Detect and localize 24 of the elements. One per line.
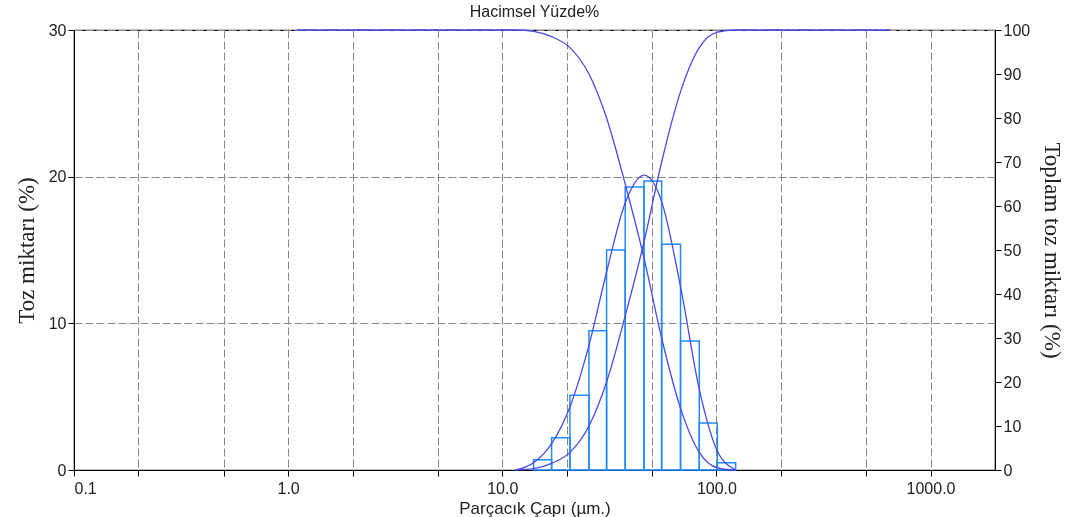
y2-tick-label: 0 [1003, 461, 1013, 479]
x-tick-label: 100.0 [696, 479, 738, 497]
y2-tick-label: 50 [1003, 241, 1022, 259]
x-tick-label: 1.0 [277, 479, 300, 497]
y-tick-label: 0 [57, 461, 67, 479]
x-tick-label: 10.0 [487, 479, 519, 497]
y2-tick-label: 80 [1003, 109, 1022, 127]
y2-tick-label: 20 [1003, 373, 1022, 391]
y2-tick-label: 90 [1003, 65, 1022, 83]
chart-title: Hacimsel Yüzde% [469, 3, 600, 20]
y2-tick-label: 40 [1003, 285, 1022, 303]
y2-tick-label: 60 [1003, 197, 1022, 215]
y-tick-label: 20 [48, 168, 67, 186]
y2-tick-label: 100 [1003, 21, 1031, 39]
y-tick-label: 30 [48, 21, 67, 39]
y-axis-title: Toz miktarı (%) [13, 177, 39, 324]
y2-tick-label: 30 [1003, 329, 1022, 347]
y2-axis-title: Toplam toz miktarı (%) [1040, 142, 1066, 359]
x-tick-label: 1000.0 [906, 479, 956, 497]
y2-tick-label: 70 [1003, 153, 1022, 171]
y2-tick-label: 10 [1003, 417, 1022, 435]
y-tick-label: 10 [48, 314, 67, 332]
x-axis-title: Parçacık Çapı (µm.) [459, 498, 611, 517]
x-tick-label: 0.1 [74, 479, 97, 497]
